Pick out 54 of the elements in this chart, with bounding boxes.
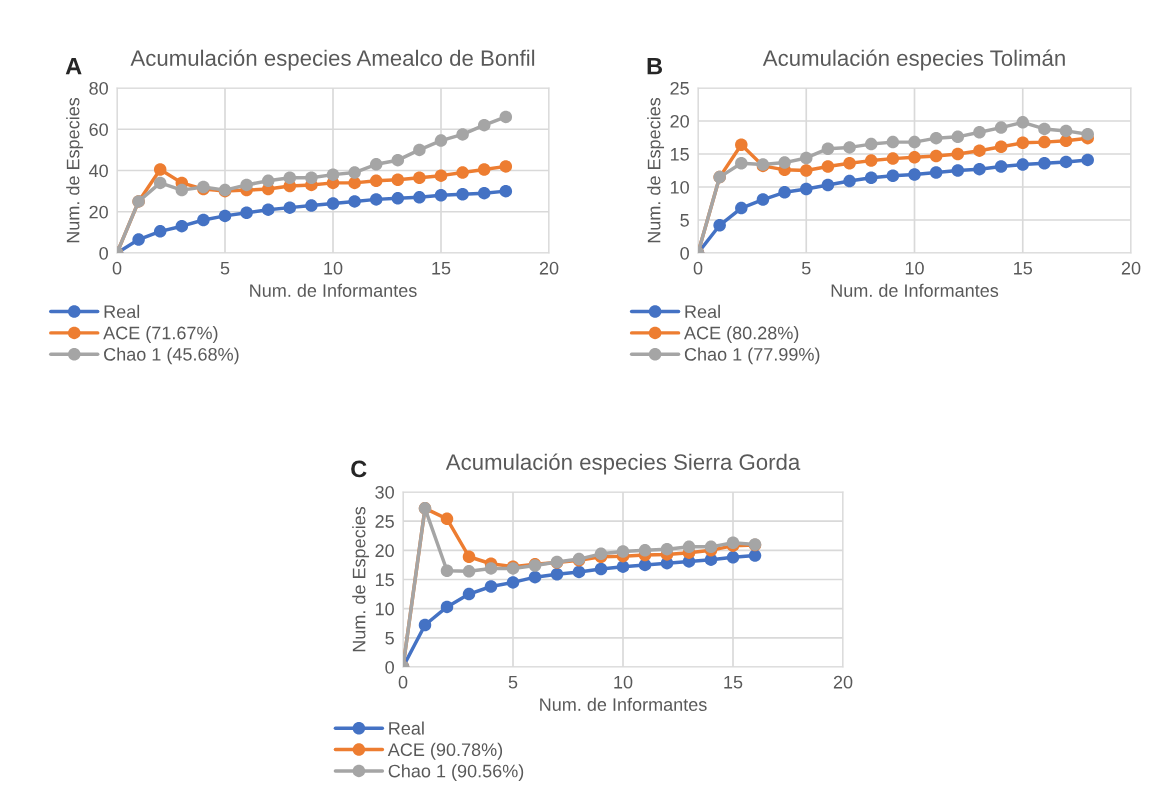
y-tick-label: 0 (385, 660, 394, 674)
x-axis-title: Num. de Informantes (250, 283, 417, 297)
y-tick-label: 40 (89, 164, 108, 178)
chart-title: Acumulación especies Tolimán (762, 49, 1065, 71)
legend-label: Real (104, 304, 140, 319)
legend-label: Chao 1 (77.99%) (684, 347, 820, 365)
text: A (65, 58, 82, 75)
y-tick-label: 25 (375, 515, 394, 528)
legend-label: ACE (80.28%) (684, 326, 799, 343)
x-tick-label: 10 (614, 675, 633, 689)
x-tick-label: 15 (1014, 262, 1033, 275)
y-tick-label: 15 (670, 148, 689, 161)
legend-label: Chao 1 (45.68%) (104, 347, 239, 365)
text: B (647, 58, 663, 75)
y-tick-label: 10 (375, 602, 394, 616)
y-axis-title: Num. de Especies (66, 97, 84, 243)
y-tick-label: 30 (375, 485, 394, 499)
y-tick-label: 10 (670, 180, 689, 194)
x-tick-label: 15 (724, 676, 743, 689)
text: C (351, 460, 367, 478)
x-tick-label: 5 (801, 262, 811, 275)
x-tick-label: 20 (539, 261, 559, 275)
y-tick-label: 20 (670, 114, 689, 128)
y-tick-label: 20 (89, 205, 108, 219)
x-tick-label: 10 (324, 261, 343, 275)
x-axis-title: Num. de Informantes (831, 283, 999, 297)
y-tick-label: 80 (89, 81, 108, 95)
y-axis-title: Num. de Especies (647, 97, 665, 243)
y-tick-label: 0 (99, 246, 108, 260)
x-tick-label: 0 (693, 261, 703, 275)
y-tick-label: 25 (670, 81, 689, 95)
y-tick-label: 0 (680, 246, 689, 260)
chart-title: Acumulación especies Sierra Gorda (445, 453, 801, 475)
x-tick-label: 5 (220, 262, 230, 275)
y-tick-label: 20 (375, 544, 394, 558)
x-tick-label: 10 (905, 261, 924, 275)
x-tick-label: 0 (112, 261, 122, 275)
legend-label: Real (685, 304, 720, 319)
x-tick-label: 0 (398, 675, 408, 689)
y-tick-label: 5 (680, 214, 689, 227)
x-tick-label: 20 (833, 675, 853, 689)
x-tick-label: 5 (508, 676, 518, 689)
legend-label: Real (389, 721, 424, 735)
x-axis-title: Num. de Informantes (540, 697, 707, 711)
legend-label: ACE (71.67%) (103, 326, 218, 343)
y-tick-label: 60 (89, 123, 108, 136)
y-axis-title: Num. de Especies (352, 506, 370, 652)
x-tick-label: 15 (432, 262, 451, 275)
legend-label: ACE (90.78%) (387, 742, 503, 760)
x-tick-label: 20 (1121, 261, 1141, 275)
chart-title: Acumulación especies Amealco de Bonfil (130, 49, 535, 71)
y-tick-label: 15 (375, 573, 394, 587)
y-tick-label: 5 (385, 631, 394, 645)
legend-label: Chao 1 (90.56%) (388, 764, 524, 781)
